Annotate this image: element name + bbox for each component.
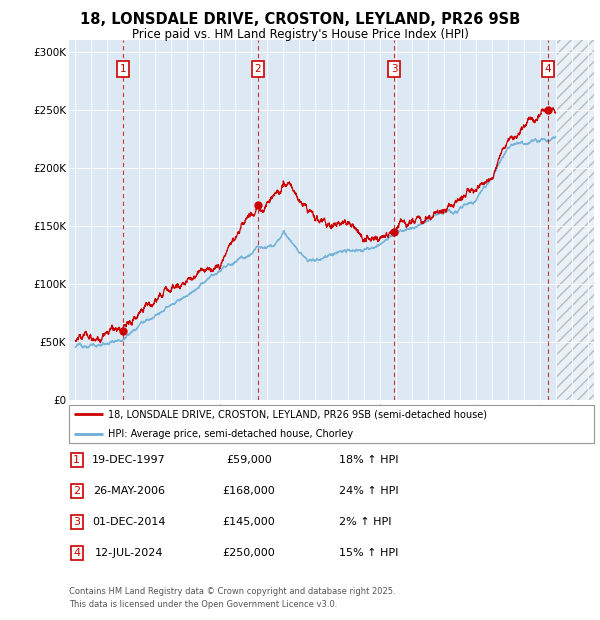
- Text: £250,000: £250,000: [223, 548, 275, 558]
- Text: 19-DEC-1997: 19-DEC-1997: [92, 455, 166, 465]
- Text: 18, LONSDALE DRIVE, CROSTON, LEYLAND, PR26 9SB: 18, LONSDALE DRIVE, CROSTON, LEYLAND, PR…: [80, 12, 520, 27]
- Text: 1: 1: [119, 64, 126, 74]
- Text: 24% ↑ HPI: 24% ↑ HPI: [339, 486, 398, 496]
- Text: Contains HM Land Registry data © Crown copyright and database right 2025.: Contains HM Land Registry data © Crown c…: [69, 587, 395, 596]
- Text: £145,000: £145,000: [223, 517, 275, 527]
- Text: 18, LONSDALE DRIVE, CROSTON, LEYLAND, PR26 9SB (semi-detached house): 18, LONSDALE DRIVE, CROSTON, LEYLAND, PR…: [109, 409, 487, 420]
- Text: This data is licensed under the Open Government Licence v3.0.: This data is licensed under the Open Gov…: [69, 600, 337, 609]
- Text: 18% ↑ HPI: 18% ↑ HPI: [339, 455, 398, 465]
- Text: Price paid vs. HM Land Registry's House Price Index (HPI): Price paid vs. HM Land Registry's House …: [131, 28, 469, 41]
- Text: 3: 3: [73, 517, 80, 527]
- Text: 4: 4: [545, 64, 551, 74]
- Text: 26-MAY-2006: 26-MAY-2006: [93, 486, 165, 496]
- Text: 01-DEC-2014: 01-DEC-2014: [92, 517, 166, 527]
- Text: HPI: Average price, semi-detached house, Chorley: HPI: Average price, semi-detached house,…: [109, 428, 353, 439]
- Text: 15% ↑ HPI: 15% ↑ HPI: [339, 548, 398, 558]
- Text: 3: 3: [391, 64, 398, 74]
- Text: 2: 2: [73, 486, 80, 496]
- Text: 1: 1: [73, 455, 80, 465]
- Text: 2: 2: [254, 64, 261, 74]
- Text: £168,000: £168,000: [223, 486, 275, 496]
- Text: 2% ↑ HPI: 2% ↑ HPI: [339, 517, 391, 527]
- Text: 12-JUL-2024: 12-JUL-2024: [95, 548, 163, 558]
- Text: £59,000: £59,000: [226, 455, 272, 465]
- Text: 4: 4: [73, 548, 80, 558]
